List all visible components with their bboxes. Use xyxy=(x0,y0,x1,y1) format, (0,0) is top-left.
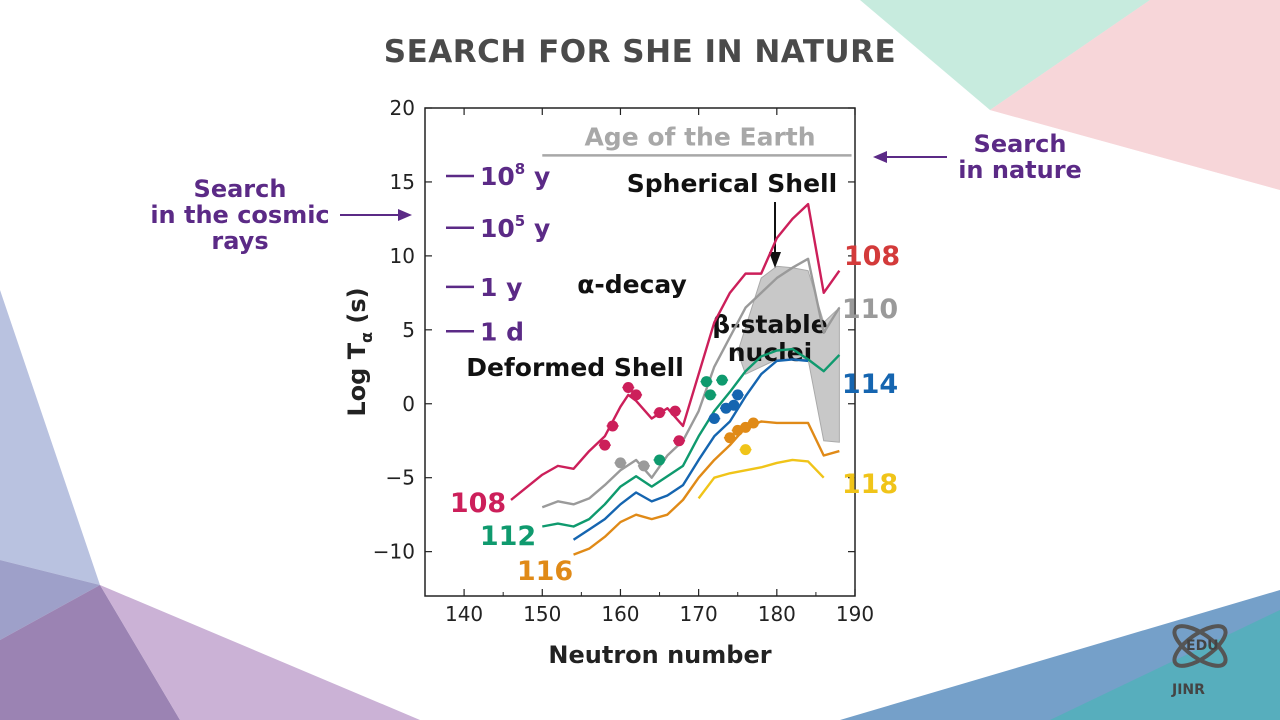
series-line-112 xyxy=(542,347,841,528)
y-axis-label-main: Log T xyxy=(343,342,371,416)
search-cosmic-rays-label: Search in the cosmic rays xyxy=(140,176,340,254)
series-label-108: 108 xyxy=(844,241,900,272)
data-point-108 xyxy=(669,405,681,417)
y-axis-label: Log Tα (s) xyxy=(343,287,376,416)
series-line-110 xyxy=(541,257,841,509)
time-mark-label: 1 d xyxy=(480,317,524,346)
data-point-108 xyxy=(630,389,642,401)
time-mark-unit: y xyxy=(525,214,550,243)
slide-title: SEARCH FOR SHE IN NATURE xyxy=(383,34,897,70)
series-line-114 xyxy=(572,358,809,541)
y-axis-label-sub: α xyxy=(357,332,376,343)
time-mark-base: 1 d xyxy=(480,317,524,346)
time-mark-sup: 5 xyxy=(515,212,525,230)
search-cosmic-line-2: in the cosmic xyxy=(150,201,330,229)
y-tick-label: −5 xyxy=(386,466,415,490)
series-label-118: 118 xyxy=(842,469,898,500)
time-mark-unit: y xyxy=(525,162,550,191)
series-line-108 xyxy=(510,202,841,501)
atom-icon: EDU JINR xyxy=(1171,624,1228,698)
time-mark-label: 108 y xyxy=(480,160,550,191)
data-point-112 xyxy=(700,376,712,388)
data-point-108 xyxy=(599,439,611,451)
data-point-108 xyxy=(654,407,666,419)
spherical-shell-arrowhead xyxy=(769,252,781,268)
x-axis-label: Neutron number xyxy=(548,641,771,669)
search-nature-line-2: in nature xyxy=(958,156,1082,184)
series-label-110: 110 xyxy=(842,294,898,325)
series-label-114: 114 xyxy=(842,369,898,400)
data-point-108 xyxy=(622,381,634,393)
x-tick-label: 190 xyxy=(836,602,874,626)
search-nature-line-1: Search xyxy=(973,130,1067,158)
search-nature-label: Search in nature xyxy=(945,131,1095,183)
data-point-108 xyxy=(607,420,619,432)
deformed-shell-label: Deformed Shell xyxy=(466,353,684,382)
earth-age-label: Age of the Earth xyxy=(584,122,815,151)
data-point-114 xyxy=(708,413,720,425)
time-mark-label: 1 y xyxy=(480,273,522,302)
x-tick-label: 180 xyxy=(758,602,796,626)
time-mark-base: 10 xyxy=(480,214,515,243)
y-axis-label-unit: (s) xyxy=(343,287,371,332)
data-point-112 xyxy=(704,389,716,401)
time-mark-base: 1 y xyxy=(480,273,522,302)
beta-stable-band xyxy=(737,265,840,443)
time-mark-sup: 8 xyxy=(515,160,525,178)
y-tick-label: −10 xyxy=(373,540,415,564)
data-point-112 xyxy=(654,454,666,466)
data-point-118 xyxy=(740,444,752,456)
edu-jinr-logo: EDU JINR xyxy=(1160,610,1240,710)
beta-stable-label-1: β-stable xyxy=(712,310,827,339)
y-tick-label: 15 xyxy=(390,170,415,194)
data-point-114 xyxy=(728,399,740,411)
data-point-116 xyxy=(747,417,759,429)
logo-jinr-text: JINR xyxy=(1171,682,1205,698)
alpha-decay-label: α-decay xyxy=(577,270,687,299)
data-point-108 xyxy=(673,435,685,447)
y-tick-label: 5 xyxy=(402,318,415,342)
data-point-112 xyxy=(716,374,728,386)
y-tick-label: 20 xyxy=(390,96,415,120)
x-tick-label: 150 xyxy=(523,602,561,626)
y-tick-label: 0 xyxy=(402,392,415,416)
y-tick-label: 10 xyxy=(390,244,415,268)
spherical-shell-label: Spherical Shell xyxy=(627,169,837,198)
logo-edu-text: EDU xyxy=(1186,638,1219,654)
series-label-112: 112 xyxy=(480,521,536,552)
time-mark-base: 10 xyxy=(480,162,515,191)
search-cosmic-line-3: rays xyxy=(211,227,269,255)
cosmic-rays-arrowhead xyxy=(398,209,412,221)
x-tick-label: 140 xyxy=(445,602,483,626)
x-tick-label: 160 xyxy=(601,602,639,626)
series-label-116: 116 xyxy=(517,556,573,587)
data-point-114 xyxy=(732,389,744,401)
nature-arrowhead xyxy=(873,151,887,163)
data-point-116 xyxy=(724,432,736,444)
plot-frame xyxy=(424,107,856,597)
search-cosmic-line-1: Search xyxy=(193,175,287,203)
x-tick-label: 170 xyxy=(680,602,718,626)
data-point-110 xyxy=(638,460,650,472)
series-label-108: 108 xyxy=(450,488,506,519)
time-mark-label: 105 y xyxy=(480,212,550,243)
series-line-116 xyxy=(573,420,840,556)
series-line-118 xyxy=(697,458,825,500)
data-point-110 xyxy=(614,457,626,469)
